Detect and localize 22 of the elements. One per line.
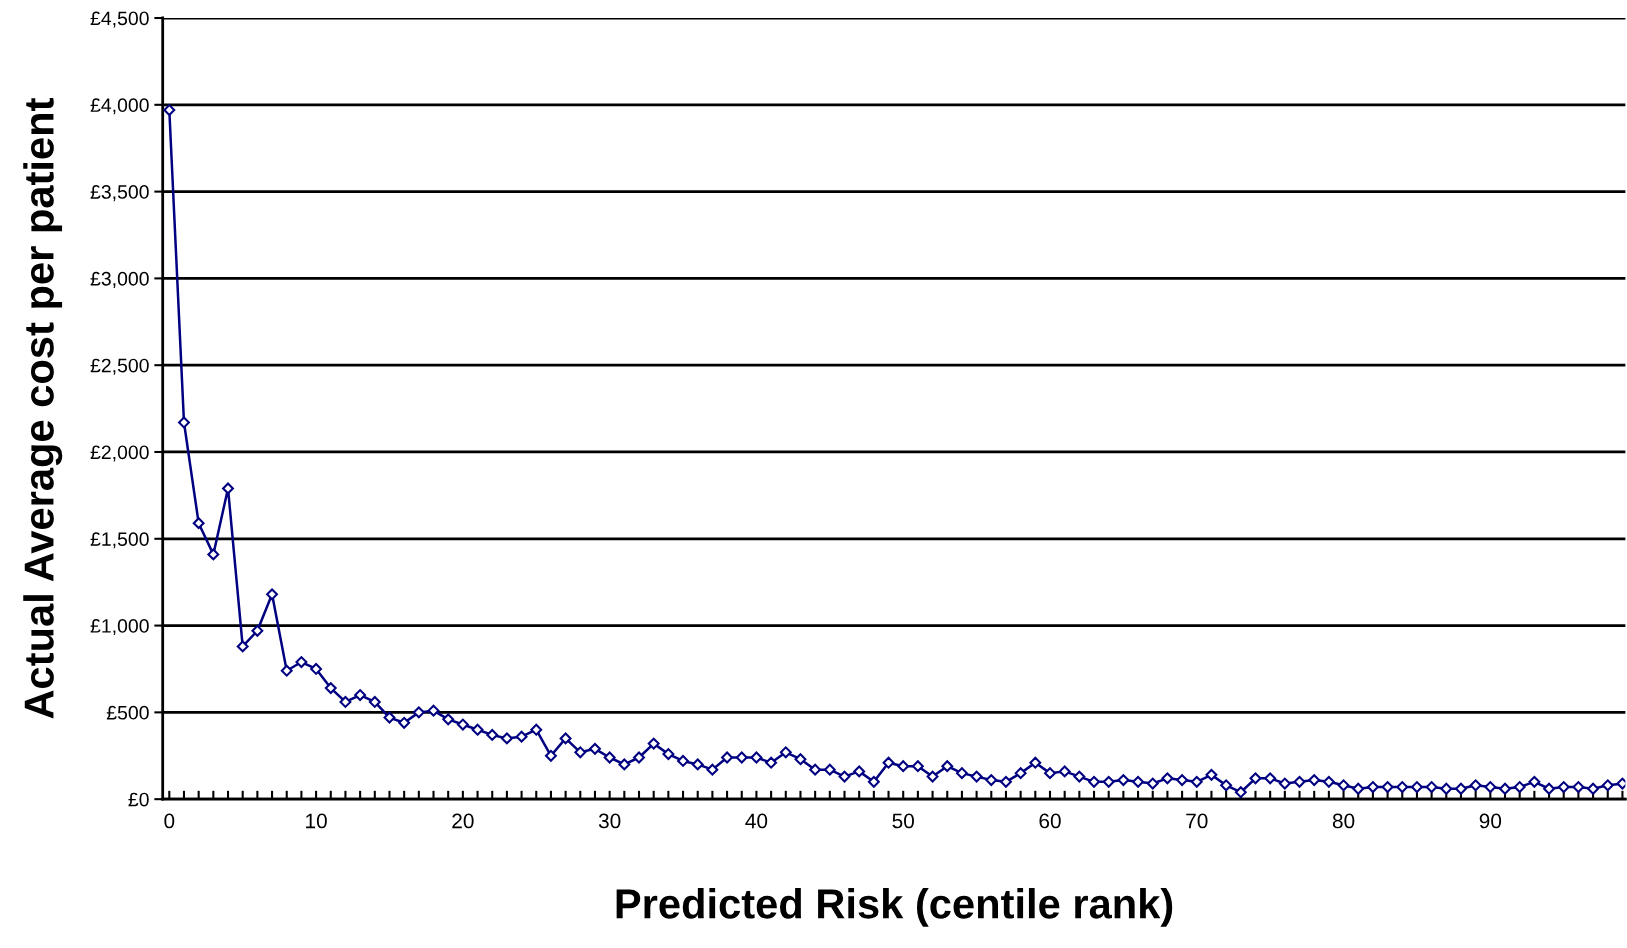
y-tick-label: £2,000	[90, 445, 149, 462]
y-tick-label: £500	[106, 705, 149, 720]
y-tick-label: £3,000	[90, 271, 149, 288]
x-tick-label: 60	[1039, 813, 1061, 829]
x-tick-label: 40	[745, 813, 768, 829]
y-tick-label: £1,000	[90, 619, 149, 636]
y-tick-label: £2,500	[90, 358, 149, 375]
x-axis-title: Predicted Risk (centile rank)	[616, 888, 1173, 927]
x-tick-label: 0	[164, 813, 175, 829]
x-tick-label: 80	[1332, 813, 1355, 829]
y-tick-label: £4,000	[90, 98, 149, 115]
y-axis-title: Actual Average cost per patient	[23, 98, 63, 719]
y-tick-label: £0	[128, 792, 149, 807]
x-tick-label: 50	[892, 813, 914, 829]
x-tick-label: 70	[1186, 813, 1208, 829]
x-tick-label: 30	[598, 813, 621, 829]
x-tick-label: 20	[452, 813, 474, 829]
y-tick-label: £4,500	[90, 11, 149, 28]
y-tick-label: £1,500	[90, 532, 149, 549]
x-tick-label: 90	[1479, 813, 1502, 829]
y-tick-label: £3,500	[90, 185, 149, 202]
x-tick-label: 10	[306, 813, 327, 829]
